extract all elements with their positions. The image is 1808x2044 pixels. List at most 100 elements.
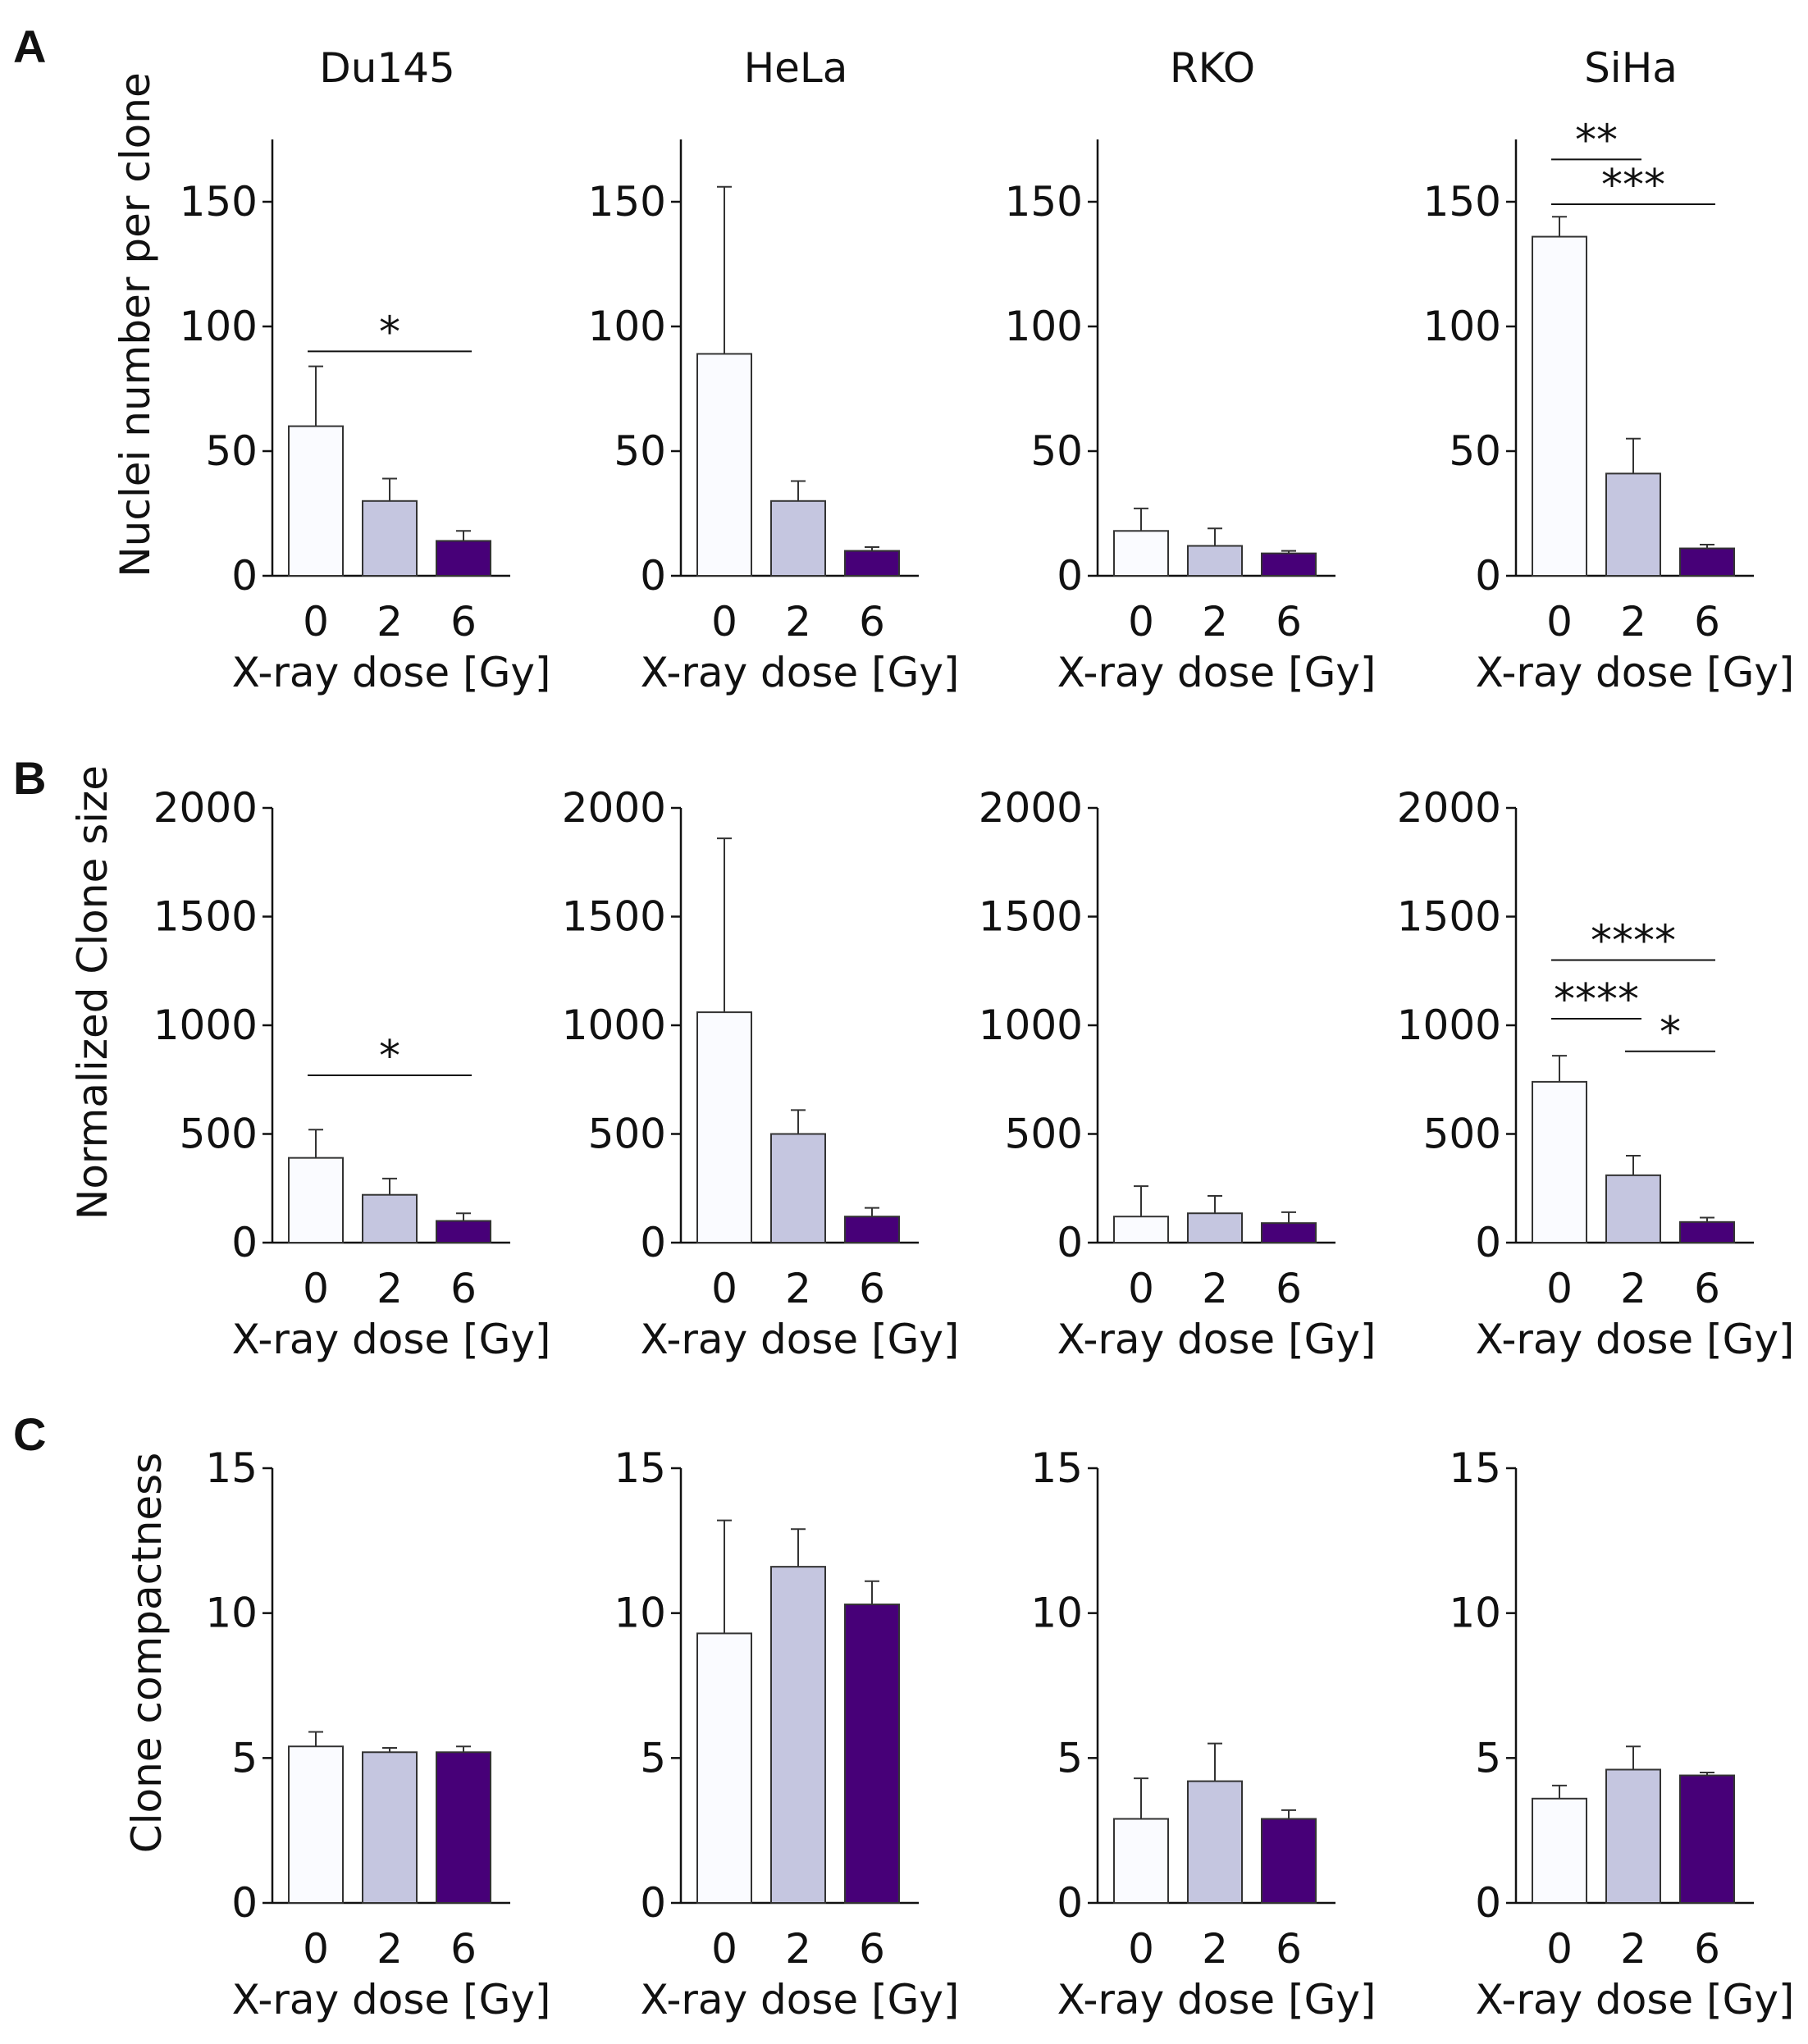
x-axis-title: X-ray dose [Gy] [1057,649,1377,696]
y-tick-label: 0 [640,1879,666,1927]
bar-dose-2 [770,1133,826,1243]
y-tick-label: 0 [1475,1219,1501,1266]
x-tick-label: 2 [785,1265,811,1312]
x-axis-title: X-ray dose [Gy] [641,1316,960,1363]
x-tick-label: 0 [303,1925,329,1973]
chart-b-2: 0 500 1000 1500 2000 0 2 6X-ray dose [Gy] [562,784,960,1363]
y-tick-label: 50 [1030,427,1083,475]
y-tick-label: 100 [1005,303,1083,350]
y-tick-label: 10 [205,1590,258,1637]
y-tick-label: 5 [1475,1734,1501,1782]
y-tick-label: 500 [1005,1111,1083,1158]
y-tick-label: 100 [1423,303,1501,350]
y-tick-label: 1500 [153,893,258,941]
significance-label: * [1660,1008,1681,1057]
x-tick-label: 2 [377,1265,403,1312]
x-axis-title: X-ray dose [Gy] [1057,1316,1377,1363]
x-axis-title: X-ray dose [Gy] [1057,1976,1377,2023]
x-axis-title: X-ray dose [Gy] [1476,1976,1795,2023]
x-tick-label: 6 [1276,1925,1302,1973]
bar-dose-2 [362,500,418,577]
bar-dose-2 [1187,1780,1243,1905]
bar-dose-0 [1532,1797,1587,1905]
x-tick-label: 6 [450,598,477,646]
y-tick-label: 500 [1423,1111,1501,1158]
bar-dose-0 [288,425,344,577]
x-axis-title: X-ray dose [Gy] [641,649,960,696]
y-tick-label: 15 [205,1444,258,1492]
y-tick-label: 150 [1423,178,1501,226]
y-axis-title: Nuclei number per clone [112,72,159,577]
x-tick-label: 6 [1276,598,1302,646]
x-tick-label: 6 [1694,1925,1720,1973]
bar-dose-6 [1679,1220,1735,1243]
x-axis-title: X-ray dose [Gy] [232,1316,551,1363]
y-tick-label: 15 [1449,1444,1501,1492]
significance-label: **** [1554,975,1639,1024]
bar-dose-2 [770,1566,826,1904]
x-tick-label: 0 [711,598,737,646]
y-tick-label: 5 [640,1734,666,1782]
y-tick-label: 0 [1475,552,1501,600]
bar-dose-2 [362,1193,418,1243]
y-tick-label: 1000 [153,1001,258,1049]
x-axis-title: X-ray dose [Gy] [1476,1316,1795,1363]
x-tick-label: 2 [1620,1925,1646,1973]
bar-dose-0 [288,1157,344,1244]
significance-label: * [379,308,400,357]
chart-b-3: 0 500 1000 1500 2000 0 2 6X-ray dose [Gy] [979,784,1377,1363]
bar-dose-0 [288,1745,344,1904]
y-tick-label: 1000 [562,1001,666,1049]
y-axis-title: Clone compactness [123,1453,171,1854]
panel-letter-a: A [13,21,46,72]
x-tick-label: 6 [859,1265,885,1312]
y-tick-label: 50 [205,427,258,475]
cell-line-title: RKO [1170,44,1255,92]
bar-dose-6 [844,1216,900,1243]
x-tick-label: 2 [1202,1265,1228,1312]
bar-dose-0 [696,353,752,577]
significance-label: *** [1601,161,1665,210]
x-axis-title: X-ray dose [Gy] [1476,649,1795,696]
x-tick-label: 6 [1694,1265,1720,1312]
x-tick-label: 0 [1128,1265,1154,1312]
significance-label: * [379,1032,400,1081]
y-tick-label: 500 [588,1111,666,1158]
y-tick-label: 1500 [562,893,666,941]
cell-line-title: SiHa [1584,44,1678,92]
x-tick-label: 2 [1620,598,1646,646]
x-tick-label: 0 [303,1265,329,1312]
bar-dose-2 [770,500,826,577]
x-tick-label: 0 [1546,1265,1573,1312]
x-tick-label: 0 [711,1925,737,1973]
y-tick-label: 150 [1005,178,1083,226]
panel-letter-c: C [13,1408,46,1460]
y-tick-label: 0 [640,1219,666,1266]
y-tick-label: 0 [231,1219,258,1266]
y-tick-label: 1000 [979,1001,1083,1049]
y-axis-title: Normalized Clone size [69,765,116,1220]
y-tick-label: 2000 [1397,784,1501,832]
bar-dose-6 [1679,547,1735,577]
bar-dose-6 [844,550,900,577]
y-tick-label: 10 [1030,1590,1083,1637]
y-tick-label: 0 [1475,1879,1501,1927]
x-tick-label: 6 [1276,1265,1302,1312]
x-tick-label: 2 [1202,1925,1228,1973]
bar-dose-6 [436,1751,491,1904]
bar-dose-0 [696,1011,752,1243]
y-tick-label: 1500 [979,893,1083,941]
x-tick-label: 6 [450,1265,477,1312]
y-tick-label: 0 [231,1879,258,1927]
bar-dose-6 [436,540,491,577]
y-tick-label: 15 [614,1444,666,1492]
bar-dose-6 [1679,1774,1735,1905]
x-tick-label: 2 [785,1925,811,1973]
